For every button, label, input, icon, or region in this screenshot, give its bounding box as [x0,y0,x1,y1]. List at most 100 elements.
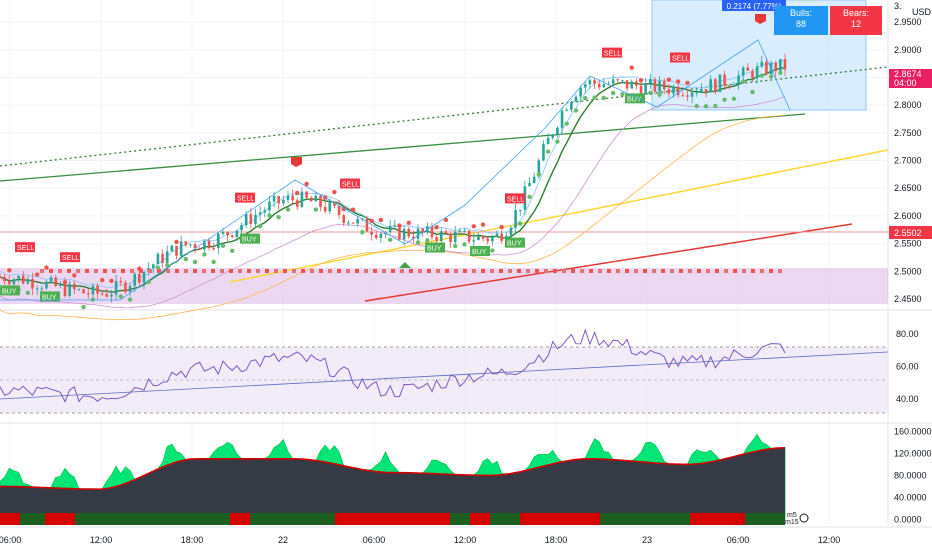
candle-body [370,231,373,235]
zone-marker [697,269,701,273]
ma-slow [0,114,786,321]
indicator-dot [657,92,662,97]
indicator-dot [434,225,439,230]
signal-label: SELL [672,55,689,62]
candle-body [546,137,550,145]
zone-marker [769,269,773,273]
zone-marker [220,269,224,273]
candle-body [398,225,401,240]
strip-segment [470,513,490,525]
indicator-dot [527,194,532,200]
price-axis[interactable]: 2.95002.90002.85002.80002.75002.70002.65… [894,17,922,304]
candle-body [537,160,541,177]
zone-marker [634,269,638,273]
candle-body [203,240,206,250]
zone-marker [508,269,512,273]
candle-body [277,196,280,204]
candle-body [170,245,174,252]
time-tick: 12:00 [454,535,477,545]
strip-segment [450,513,470,525]
tf-label-m15: m15 [785,519,799,526]
signal-label: SELL [507,196,524,203]
volume-dark-area [0,447,785,520]
candle-body [491,236,494,242]
candle-body [435,237,438,242]
indicator-dot [555,139,560,144]
yellow-trendline[interactable] [229,149,889,283]
candle-body [393,225,397,227]
candle-body [500,233,503,241]
zone-marker [355,269,359,273]
zone-marker [778,269,782,273]
candle-body [300,191,304,207]
zone-marker [85,269,89,273]
time-axis[interactable]: 06:00 12:00 18:00 22 06:00 12:00 18:00 23 06:00 1… [0,535,840,545]
signal-badge [625,93,645,104]
zone-marker [247,269,251,273]
zone-marker [238,269,242,273]
volume-axis[interactable]: 160.0000 120.0000 80.0000 40.0000 0.0000 [894,426,932,524]
zone-marker [265,269,269,273]
green-trendline[interactable] [0,113,806,182]
trend-strip [0,513,785,525]
strip-segment [20,513,45,525]
zone-marker [202,269,206,273]
candle-body [291,195,294,201]
price-tick: 2.7000 [894,156,922,166]
refresh-icon[interactable] [799,513,809,523]
rsi-trendline[interactable] [0,351,889,400]
indicator-dot [192,259,198,265]
zone-marker [481,269,485,273]
candle-body [96,285,99,294]
dotted-trendline[interactable] [0,66,889,167]
indicator-dot [675,79,681,84]
candle-body [151,264,155,269]
candle-body [574,96,578,102]
candle-body [305,191,308,198]
candle-body [593,80,596,84]
candle-body [142,271,146,283]
zone-marker [472,269,476,273]
candle-body [602,84,606,88]
indicator-dot [536,172,542,177]
signal-label: BUY [42,294,57,301]
zone-marker [733,269,737,273]
indicator-dot [768,74,774,79]
candle-body [765,61,768,74]
indicator-dot [620,91,625,97]
time-tick: 12:00 [818,535,841,545]
strip-segment [335,513,450,525]
price-tick: 2.9500 [894,17,922,27]
candle-body [662,80,666,90]
zone-marker [643,269,647,273]
candle-body [128,285,132,292]
candle-body [588,80,592,85]
zone-marker [76,269,80,273]
rsi-tick: 80.00 [896,329,919,339]
red-trendline[interactable] [364,223,853,302]
zone-marker [391,269,395,273]
signal-label: BUY [2,288,17,295]
zone-marker [517,269,521,273]
strip-segment [0,513,20,525]
tf-label-m5: m5 [787,512,797,519]
zone-marker [544,269,548,273]
indicator-dot [387,237,393,243]
zone-marker [598,269,602,273]
candle-body [133,273,137,286]
zone-marker [58,269,62,273]
candle-body [212,248,215,250]
house-icon [399,262,411,268]
candle-body [240,224,243,231]
zone-marker [418,269,422,273]
zone-marker [679,269,683,273]
candle-body [723,74,726,86]
zone-marker [337,269,341,273]
rsi-axis[interactable]: 80.00 60.00 40.00 [896,329,919,404]
candle-body [463,230,466,232]
indicator-dot [276,214,281,220]
indicator-dot [453,243,458,249]
candle-body [226,231,229,236]
candle-body [449,233,452,242]
